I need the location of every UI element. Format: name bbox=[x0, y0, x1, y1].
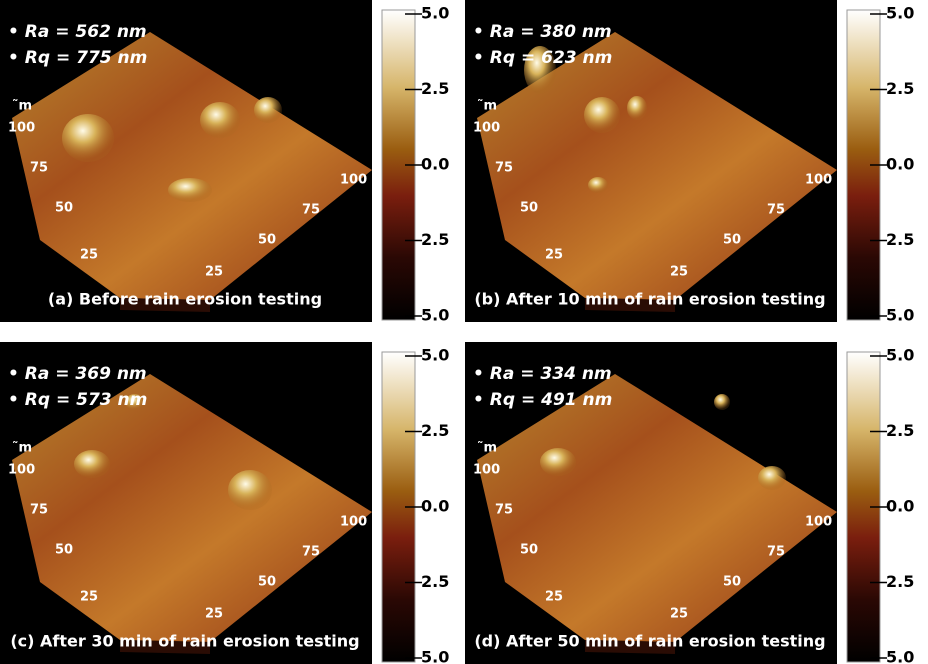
panel-caption: (d) After 50 min of rain erosion testing bbox=[474, 632, 825, 651]
afm-surface bbox=[12, 374, 372, 642]
rq-label: • Rq = 491 nm bbox=[473, 390, 612, 410]
colorbar-tick-label: 2.5 bbox=[886, 421, 914, 440]
surface-feature bbox=[588, 177, 608, 193]
colorbar-tick-label: 2.5 bbox=[421, 230, 449, 249]
colorbar-tick-label: 5.0 bbox=[421, 346, 449, 365]
x-axis-tick-label: 50 bbox=[258, 233, 276, 248]
x-axis-tick-label: 25 bbox=[205, 607, 223, 622]
afm-surface bbox=[477, 32, 837, 300]
y-axis-tick-label: 25 bbox=[80, 248, 98, 263]
colorbar-tick-label: 2.5 bbox=[421, 79, 449, 98]
rq-label: • Rq = 775 nm bbox=[8, 48, 147, 68]
rq-label: • Rq = 623 nm bbox=[473, 48, 612, 68]
panel: • Ra = 334 nm • Rq = 491 nm ˜m 100 75 50 25 25 5… bbox=[465, 342, 914, 664]
y-axis-tick-label: 25 bbox=[80, 590, 98, 605]
x-axis-tick-label: 100 bbox=[805, 515, 832, 530]
x-axis-tick-label: 50 bbox=[723, 233, 741, 248]
panel: • Ra = 562 nm • Rq = 775 nm ˜m 100 75 50 25 25 5… bbox=[0, 0, 449, 325]
rq-label: • Rq = 573 nm bbox=[8, 390, 147, 410]
colorbar-tick-label: 2.5 bbox=[421, 421, 449, 440]
colorbar-tick-label: 5.0 bbox=[886, 306, 914, 325]
x-axis-tick-label: 100 bbox=[805, 173, 832, 188]
y-axis-tick-label: 100 bbox=[8, 121, 35, 136]
y-unit-label: ˜m bbox=[12, 441, 32, 456]
colorbar-tick-label: 5.0 bbox=[886, 648, 914, 664]
colorbar-tick-label: 0.0 bbox=[886, 497, 914, 516]
y-axis-tick-label: 100 bbox=[473, 121, 500, 136]
panel: • Ra = 369 nm • Rq = 573 nm ˜m 100 75 50 25 25 5… bbox=[0, 342, 449, 664]
colorbar-tick-label: 5.0 bbox=[886, 346, 914, 365]
y-unit-label: ˜m bbox=[477, 441, 497, 456]
panel-caption: (c) After 30 min of rain erosion testing bbox=[10, 632, 359, 651]
x-axis-tick-label: 75 bbox=[767, 203, 785, 218]
panel-caption: (a) Before rain erosion testing bbox=[48, 290, 322, 309]
x-axis-tick-label: 25 bbox=[670, 607, 688, 622]
colorbar-tick-label: 2.5 bbox=[886, 79, 914, 98]
surface-feature bbox=[524, 46, 556, 94]
y-unit-label: ˜m bbox=[12, 99, 32, 114]
colorbar-tick-label: 0.0 bbox=[421, 155, 449, 174]
x-axis-tick-label: 50 bbox=[723, 575, 741, 590]
colorbar-tick-label: 2.5 bbox=[421, 572, 449, 591]
y-axis-tick-label: 50 bbox=[55, 543, 73, 558]
y-axis-tick-label: 75 bbox=[495, 161, 513, 176]
afm-surface bbox=[477, 374, 837, 642]
x-axis-tick-label: 100 bbox=[340, 515, 367, 530]
afm-surface-edge bbox=[585, 298, 675, 312]
colorbar-tick-label: 5.0 bbox=[421, 4, 449, 23]
y-axis-tick-label: 100 bbox=[8, 463, 35, 478]
ra-label: • Ra = 562 nm bbox=[8, 22, 147, 42]
surface-feature bbox=[254, 97, 282, 123]
x-axis-tick-label: 50 bbox=[258, 575, 276, 590]
surface-feature bbox=[74, 450, 110, 478]
surface-feature bbox=[714, 394, 730, 410]
surface-feature bbox=[62, 114, 114, 162]
x-axis-tick-label: 75 bbox=[302, 545, 320, 560]
surface-feature bbox=[200, 102, 240, 138]
surface-feature bbox=[627, 96, 647, 120]
y-axis-tick-label: 50 bbox=[520, 543, 538, 558]
colorbar-tick-label: 5.0 bbox=[421, 648, 449, 664]
panel: • Ra = 380 nm • Rq = 623 nm ˜m 100 75 50 25 25 5… bbox=[465, 0, 914, 325]
ra-label: • Ra = 369 nm bbox=[8, 364, 147, 384]
surface-feature bbox=[228, 470, 272, 510]
surface-feature bbox=[168, 178, 212, 202]
surface-feature bbox=[758, 466, 786, 490]
afm-surface bbox=[12, 32, 372, 300]
colorbar-tick-label: 5.0 bbox=[886, 4, 914, 23]
y-axis-tick-label: 25 bbox=[545, 590, 563, 605]
afm-surface-edge bbox=[120, 640, 210, 654]
colorbar-tick-label: 2.5 bbox=[886, 572, 914, 591]
x-axis-tick-label: 25 bbox=[205, 265, 223, 280]
y-axis-tick-label: 75 bbox=[30, 503, 48, 518]
y-axis-tick-label: 25 bbox=[545, 248, 563, 263]
ra-label: • Ra = 380 nm bbox=[473, 22, 612, 42]
y-axis-tick-label: 75 bbox=[495, 503, 513, 518]
y-unit-label: ˜m bbox=[477, 99, 497, 114]
afm-surface-edge bbox=[120, 298, 210, 312]
x-axis-tick-label: 25 bbox=[670, 265, 688, 280]
y-axis-tick-label: 75 bbox=[30, 161, 48, 176]
x-axis-tick-label: 100 bbox=[340, 173, 367, 188]
x-axis-tick-label: 75 bbox=[767, 545, 785, 560]
y-axis-tick-label: 50 bbox=[55, 201, 73, 216]
y-axis-tick-label: 50 bbox=[520, 201, 538, 216]
colorbar-tick-label: 0.0 bbox=[421, 497, 449, 516]
afm-surface-edge bbox=[585, 640, 675, 654]
surface-feature bbox=[125, 394, 145, 410]
ra-label: • Ra = 334 nm bbox=[473, 364, 612, 384]
surface-feature bbox=[584, 97, 620, 133]
colorbar-tick-label: 5.0 bbox=[421, 306, 449, 325]
colorbar-tick-label: 0.0 bbox=[886, 155, 914, 174]
surface-feature bbox=[540, 448, 576, 476]
y-axis-tick-label: 100 bbox=[473, 463, 500, 478]
x-axis-tick-label: 75 bbox=[302, 203, 320, 218]
panel-caption: (b) After 10 min of rain erosion testing bbox=[474, 290, 825, 309]
colorbar-tick-label: 2.5 bbox=[886, 230, 914, 249]
